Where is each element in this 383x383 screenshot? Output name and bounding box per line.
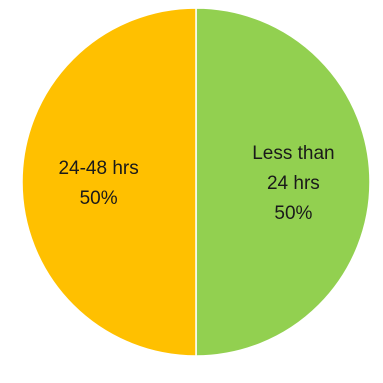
- slice-label: Less than 24 hrs 50%: [252, 143, 334, 224]
- slice-category-label: 24-48 hrs: [58, 158, 138, 179]
- pie-slice: [195, 7, 371, 357]
- slice-category-label: Less than: [252, 143, 334, 164]
- slice-category-label: 24 hrs: [267, 173, 320, 194]
- pie-labels: Less than 24 hrs 50% 24-48 hrs 50%: [58, 143, 334, 224]
- slice-percent-label: 50%: [274, 203, 312, 224]
- slice-label: 24-48 hrs 50%: [58, 158, 138, 209]
- pie-slice: [21, 7, 197, 357]
- slice-percent-label: 50%: [80, 188, 118, 209]
- pie-slices: [21, 7, 371, 357]
